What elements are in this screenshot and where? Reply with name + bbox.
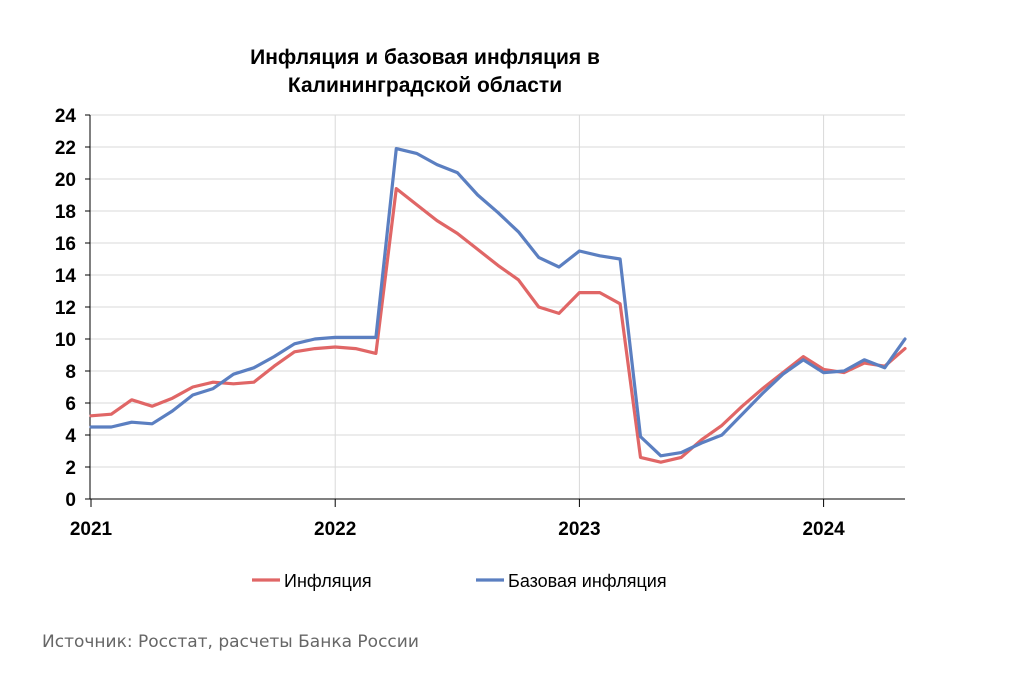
y-tick-label: 16 xyxy=(55,234,76,255)
y-tick-label: 2 xyxy=(65,458,76,479)
series-line-inflation xyxy=(89,187,907,464)
y-tick-label: 18 xyxy=(55,202,76,223)
y-tick-label: 10 xyxy=(55,330,76,351)
grid-lines xyxy=(90,114,905,499)
chart-title-line-2: Калининградской области xyxy=(287,74,563,97)
y-tick-label: 6 xyxy=(65,394,76,415)
y-tick-label: 8 xyxy=(65,362,76,383)
series-line-core-inflation xyxy=(89,147,907,458)
x-tick-label: 2021 xyxy=(70,519,113,540)
x-tick-label: 2022 xyxy=(314,519,356,540)
chart-title: Инфляция и базовая инфляция в Калинингра… xyxy=(160,44,690,100)
y-tick-label: 22 xyxy=(55,138,76,159)
legend-label-core-inflation: Базовая инфляция xyxy=(508,571,667,591)
y-tick-label: 4 xyxy=(65,426,76,447)
chart-title-line-1: Инфляция и базовая инфляция в xyxy=(250,46,600,69)
y-tick-label: 20 xyxy=(55,170,76,191)
y-tick-label: 0 xyxy=(65,490,76,511)
x-tick-label: 2023 xyxy=(558,519,600,540)
source-note: Источник: Росстат, расчеты Банка России xyxy=(42,632,419,652)
y-tick-label: 24 xyxy=(55,106,77,127)
y-tick-label: 12 xyxy=(55,298,76,319)
x-tick-label: 2024 xyxy=(802,519,845,540)
legend: Инфляция Базовая инфляция xyxy=(252,571,667,591)
legend-label-inflation: Инфляция xyxy=(284,571,372,591)
y-tick-label: 14 xyxy=(55,266,77,287)
x-axis-ticks: 2021 2022 2023 2024 xyxy=(70,499,845,540)
series-lines xyxy=(89,147,907,464)
